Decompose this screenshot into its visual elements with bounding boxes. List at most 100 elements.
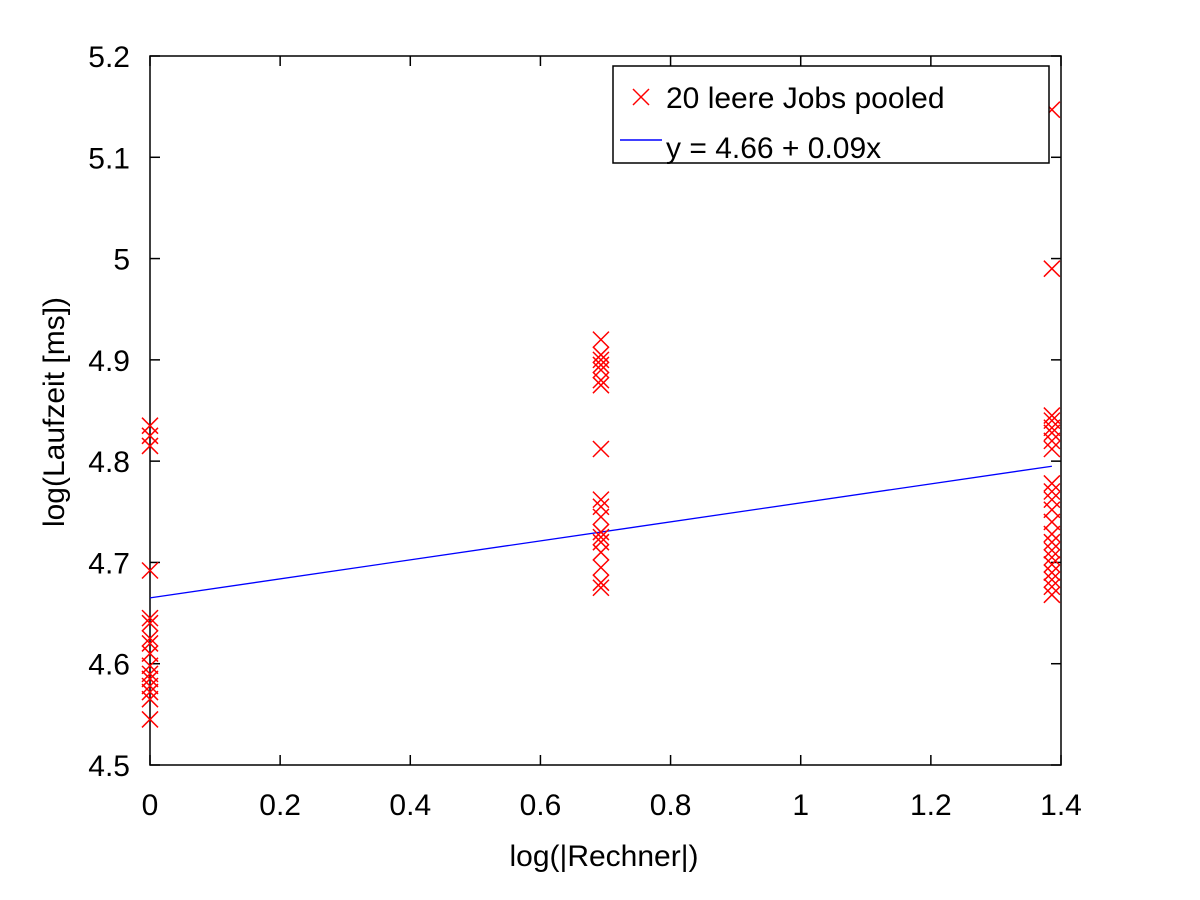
x-marker-stroke [141,437,159,455]
y-tick-label: 4.9 [88,345,130,378]
x-marker-stroke [141,629,159,647]
x-marker-stroke [141,645,159,663]
data-point [141,657,159,675]
x-tick-label: 0.2 [259,789,301,822]
y-tick-label: 4.7 [88,547,130,580]
data-point [1043,260,1061,278]
data-point [141,670,159,688]
tick-labels: 0 0.2 0.4 0.6 0.8 1 1.2 1.4 4.5 4.6 4.7 4.8 4.9 5 5.1 5… [88,41,1082,822]
x-marker-stroke [1043,501,1061,519]
data-point [592,491,610,509]
data-point [141,690,159,708]
x-marker-stroke [1043,533,1061,551]
data-point [141,677,159,695]
x-marker-stroke [1043,513,1061,531]
data-point [1043,513,1061,531]
x-tick-label: 1.2 [910,789,952,822]
data-point [592,331,610,349]
y-tick-label: 4.8 [88,446,130,479]
data-point [1043,578,1061,596]
data-point [141,710,159,728]
y-axis-label: log(Laufzeit [ms]) [38,297,71,527]
y-tick-label: 5.1 [88,142,130,175]
data-point [141,614,159,632]
x-marker-stroke [1043,555,1061,573]
data-point [592,356,610,374]
x-marker-stroke [141,670,159,688]
x-axis-label: log(|Rechner|) [510,840,699,873]
y-tick-label: 4.6 [88,649,130,682]
x-marker-stroke [592,508,610,526]
x-marker-stroke [141,690,159,708]
legend: 20 leere Jobs pooled y = 4.66 + 0.09x [612,65,1050,165]
x-marker-stroke [1043,412,1061,430]
data-point [592,579,610,597]
data-point [592,543,610,561]
data-point [1043,474,1061,492]
data-point [1043,432,1061,450]
legend-point-icon [632,88,650,106]
plot-frame [149,55,1062,766]
data-point [1043,424,1061,442]
data-point [592,508,610,526]
y-tick-label: 4.5 [88,750,130,783]
x-marker-stroke [1043,525,1061,543]
x-marker-stroke [1043,474,1061,492]
data-point [1043,533,1061,551]
x-marker-stroke [1043,440,1061,458]
x-tick-label: 0 [142,789,159,822]
data-point [1043,564,1061,582]
x-marker-stroke [592,440,610,458]
data-point [141,609,159,627]
x-marker-stroke [141,562,159,580]
x-marker-stroke [1043,564,1061,582]
x-marker-stroke [1043,578,1061,596]
data-point [592,376,610,394]
x-marker-stroke [592,543,610,561]
data-point [592,558,610,577]
data-point [1043,491,1061,509]
x-tick-label: 1.4 [1040,789,1082,822]
y-tick-label: 5 [113,244,130,277]
y-tick-label: 5.2 [88,41,130,74]
x-marker-stroke [1043,586,1061,604]
data-point [1043,419,1061,437]
x-marker-stroke [141,683,159,701]
x-marker-stroke [141,657,159,675]
data-point [592,440,610,458]
data-point [1043,548,1061,566]
axes-box [149,55,1062,766]
x-tick-label: 0.6 [520,789,562,822]
x-marker-stroke [141,665,159,683]
x-marker-stroke [1043,424,1061,442]
data-point [1043,482,1061,501]
data-point [592,498,610,516]
data-point [141,562,159,580]
x-marker-stroke [592,331,610,349]
x-marker-stroke [141,677,159,695]
x-marker-stroke [1043,548,1061,566]
data-point [1043,525,1061,543]
data-point [592,371,610,389]
data-point [141,665,159,683]
data-point [1043,407,1061,425]
x-marker-stroke [592,376,610,394]
x-marker-stroke [592,574,610,592]
data-point [141,683,159,701]
x-tick-label: 0.8 [650,789,692,822]
x-marker-stroke [592,528,610,546]
x-marker-stroke [1043,407,1061,425]
x-marker-stroke [1043,482,1061,501]
x-marker-stroke [141,710,159,728]
x-tick-label: 1 [792,789,809,822]
data-point [141,645,159,663]
legend-label-fit: y = 4.66 + 0.09x [666,132,881,165]
x-marker-stroke [1043,260,1061,278]
data-point [141,437,159,455]
x-marker-stroke [1043,571,1061,589]
legend-x-marker [632,88,650,106]
x-marker-stroke [592,558,610,577]
data-point [592,574,610,592]
data-point [1043,555,1061,573]
